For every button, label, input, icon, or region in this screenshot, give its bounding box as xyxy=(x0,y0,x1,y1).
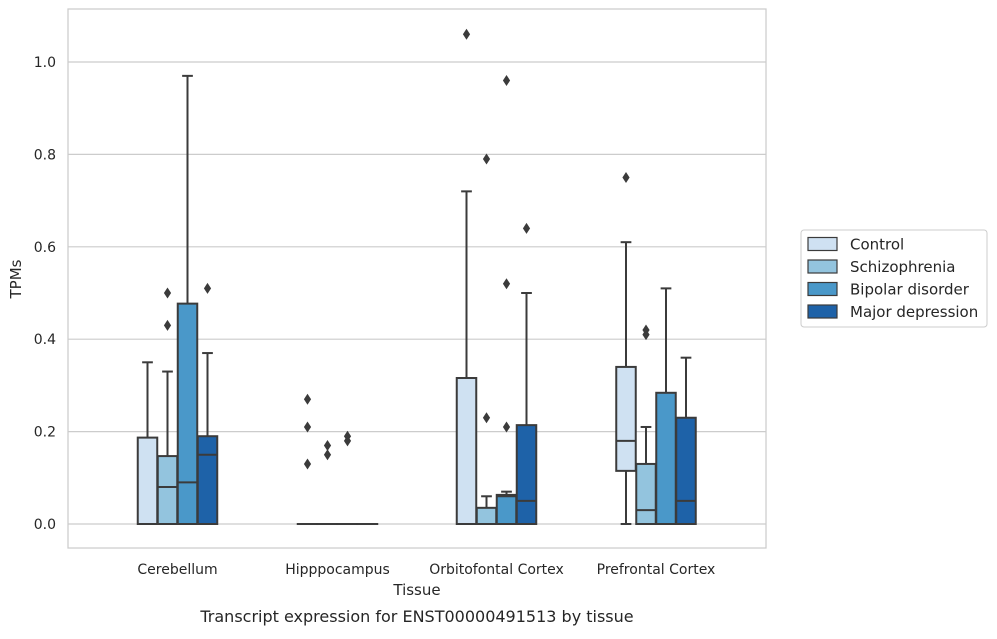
x-tick-label: Prefrontal Cortex xyxy=(597,562,716,578)
y-tick-label: 0.2 xyxy=(34,425,56,441)
x-tick-label: Cerebellum xyxy=(137,562,217,578)
legend-item: Bipolar disorder xyxy=(808,281,970,299)
legend-swatch xyxy=(808,283,837,296)
x-axis-ticks: Cerebellum Hipppocampus Orbitofontal Corte… xyxy=(137,562,715,578)
legend-label: Bipolar disorder xyxy=(850,281,970,299)
y-tick-label: 0.8 xyxy=(34,147,56,163)
legend-item: Major depression xyxy=(808,303,978,321)
x-tick-label: Orbitofontal Cortex xyxy=(429,562,564,578)
chart-caption: Transcript expression for ENST0000049151… xyxy=(199,607,633,626)
box-body xyxy=(158,456,178,524)
box-body xyxy=(138,438,158,524)
box-body xyxy=(178,304,198,524)
legend-label: Major depression xyxy=(850,303,978,321)
box-body xyxy=(517,425,537,524)
y-axis-ticks: 0.0 0.2 0.4 0.6 0.8 1.0 xyxy=(34,55,56,533)
legend-label: Schizophrenia xyxy=(850,258,955,276)
box-body xyxy=(497,495,517,524)
box-body xyxy=(636,464,656,524)
y-axis-label: TPMs xyxy=(7,259,25,299)
box-body xyxy=(656,393,676,524)
box-body xyxy=(477,508,497,524)
box-body xyxy=(457,378,477,524)
x-tick-label: Hipppocampus xyxy=(285,562,390,578)
legend-label: Control xyxy=(850,236,904,254)
legend-swatch xyxy=(808,305,837,318)
legend: Control Schizophrenia Bipolar disorder Majo… xyxy=(801,230,987,327)
legend-item: Control xyxy=(808,236,904,254)
legend-swatch xyxy=(808,260,837,273)
x-axis-label: Tissue xyxy=(392,581,440,599)
y-tick-label: 0.0 xyxy=(34,517,56,533)
y-tick-label: 1.0 xyxy=(34,55,56,71)
legend-item: Schizophrenia xyxy=(808,258,955,276)
box-body xyxy=(198,436,218,524)
box-body xyxy=(676,418,696,524)
y-tick-label: 0.4 xyxy=(34,332,56,348)
box-body xyxy=(616,367,636,471)
y-tick-label: 0.6 xyxy=(34,240,56,256)
legend-swatch xyxy=(808,238,837,251)
